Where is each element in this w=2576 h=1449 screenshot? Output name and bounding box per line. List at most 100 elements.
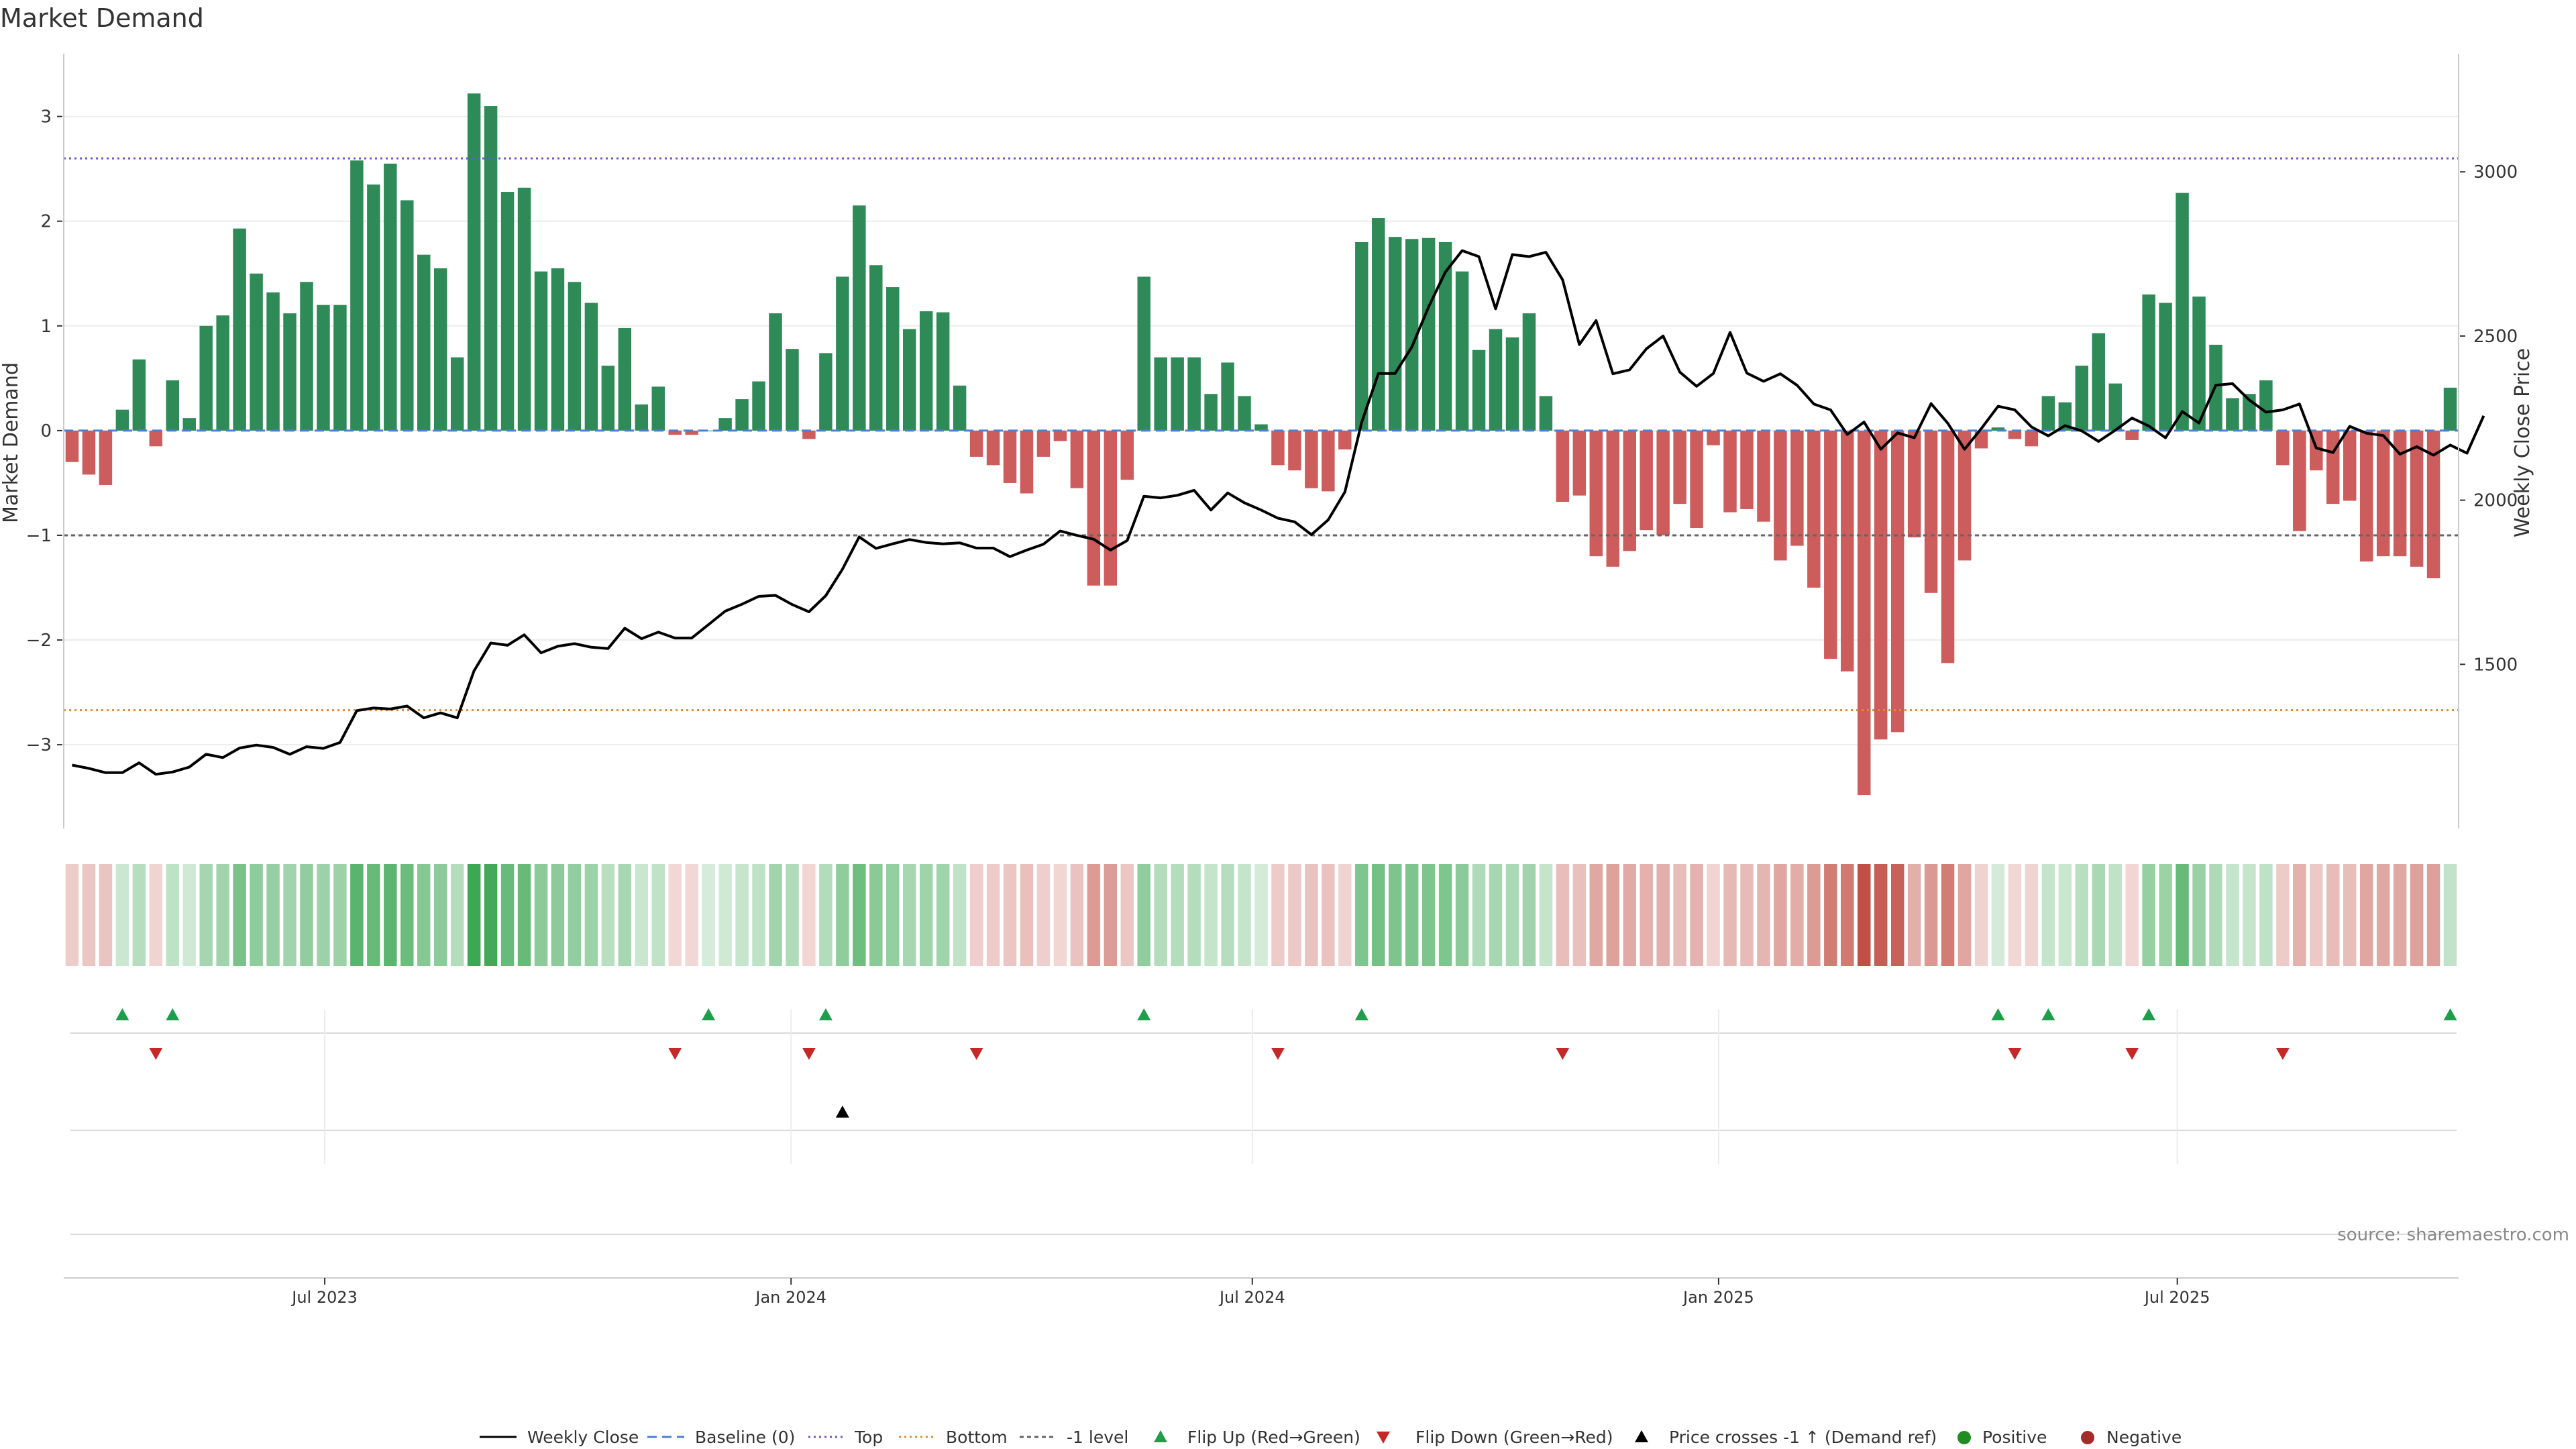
heatmap-cell (1991, 864, 2005, 966)
reference-lines (64, 157, 2459, 712)
demand-bar (1288, 430, 1301, 471)
demand-bar (1238, 396, 1251, 431)
demand-bar (1824, 430, 1837, 659)
heatmap-cell (1640, 864, 1653, 966)
heatmap-cell (1221, 864, 1234, 966)
heatmap-cell (1405, 864, 1419, 966)
heatmap-cell (534, 864, 548, 966)
demand-bar (1890, 430, 1904, 733)
heatmap-cell (517, 864, 531, 966)
heatmap-cell (2243, 864, 2256, 966)
y2-tick-label: 1500 (2473, 655, 2518, 675)
demand-bar (182, 418, 196, 431)
heatmap-cell (1421, 864, 1436, 966)
event-marker-rows (70, 1008, 2457, 1235)
demand-bar (568, 282, 582, 431)
demand-bar (2343, 430, 2357, 501)
demand-bar (651, 386, 665, 431)
demand-bar (1438, 241, 1452, 431)
demand-bar (836, 276, 849, 431)
demand-bar (233, 228, 246, 431)
demand-bar (1556, 430, 1570, 502)
demand-bar (1807, 430, 1821, 588)
heatmap-cell (216, 864, 229, 966)
demand-bar (517, 187, 531, 431)
heatmap-cell (2041, 864, 2055, 966)
demand-bar (2359, 430, 2373, 561)
demand-bar (819, 353, 833, 431)
heatmap-cell (869, 864, 883, 966)
demand-bar (433, 268, 447, 431)
heatmap-cell (1489, 864, 1503, 966)
legend-minus-one-label: -1 level (1067, 1428, 1128, 1447)
flip-down-marker (802, 1048, 816, 1060)
heatmap-cell (735, 864, 749, 966)
heatmap-cell (1187, 864, 1201, 966)
demand-bar (82, 430, 96, 475)
heatmap-cell (1974, 864, 1988, 966)
demand-bar (769, 313, 782, 431)
heatmap-cell (1539, 864, 1553, 966)
heatmap-cell (333, 864, 347, 966)
demand-bar (1455, 271, 1469, 431)
heatmap-cell (400, 864, 414, 966)
heatmap-cell (1271, 864, 1285, 966)
demand-bar (1774, 430, 1787, 561)
heatmap-cell (1707, 864, 1720, 966)
demand-bar (1120, 430, 1134, 480)
heatmap-cell (300, 864, 313, 966)
demand-bar (1020, 430, 1034, 494)
demand-bar (2075, 366, 2089, 431)
heatmap-cell (317, 864, 330, 966)
y-tick-label: −3 (26, 735, 52, 755)
flip-up-marker (2041, 1008, 2055, 1020)
flip-up-marker (1137, 1008, 1151, 1020)
heatmap-cell (2058, 864, 2072, 966)
price-cross-marker-icon (1635, 1430, 1648, 1442)
date-tick-label: Jul 2024 (1218, 1288, 1285, 1307)
demand-bar (1991, 427, 2005, 431)
negative-dot-icon (2081, 1431, 2094, 1444)
demand-bar (1322, 430, 1335, 492)
demand-bar (2259, 380, 2273, 431)
heatmap-cell (651, 864, 665, 966)
heatmap-cell (384, 864, 397, 966)
demand-bar (986, 430, 1000, 466)
demand-bar (166, 380, 180, 431)
demand-bar (1338, 430, 1352, 449)
flip-down-marker (149, 1048, 163, 1060)
demand-bar (2326, 430, 2340, 504)
heatmap-cell (2310, 864, 2323, 966)
demand-bar (2176, 193, 2189, 431)
heatmap-cell (1020, 864, 1034, 966)
demand-bar (1271, 430, 1285, 466)
heatmap-cell (1003, 864, 1017, 966)
demand-bar (384, 163, 397, 431)
demand-bar (2410, 430, 2424, 567)
demand-bar (1187, 357, 1201, 431)
heatmap-cell (2376, 864, 2390, 966)
demand-bar (668, 430, 682, 435)
heatmap-cell (1522, 864, 1536, 966)
demand-bar (1070, 430, 1084, 488)
legend-item-top: Top (808, 1428, 883, 1447)
heatmap-cell (1740, 864, 1754, 966)
heatmap-cell (2075, 864, 2089, 966)
heatmap-cell (1204, 864, 1218, 966)
heatmap-cell (467, 864, 481, 966)
heatmap-cell (166, 864, 180, 966)
legend-item-weekly-close: Weekly Close (480, 1428, 639, 1447)
demand-bar (1137, 276, 1150, 431)
legend-item-bottom: Bottom (899, 1428, 1008, 1447)
heatmap-cell (1388, 864, 1402, 966)
demand-bar (149, 430, 163, 447)
flip-down-marker (1556, 1048, 1570, 1060)
demand-bar (752, 381, 765, 431)
demand-bar (735, 399, 749, 431)
demand-bar (2092, 333, 2105, 431)
heatmap-cell (2159, 864, 2172, 966)
demand-bar (1589, 430, 1603, 557)
heatmap-cell (1924, 864, 1938, 966)
demand-bar (2426, 430, 2440, 578)
heatmap-cell (819, 864, 833, 966)
